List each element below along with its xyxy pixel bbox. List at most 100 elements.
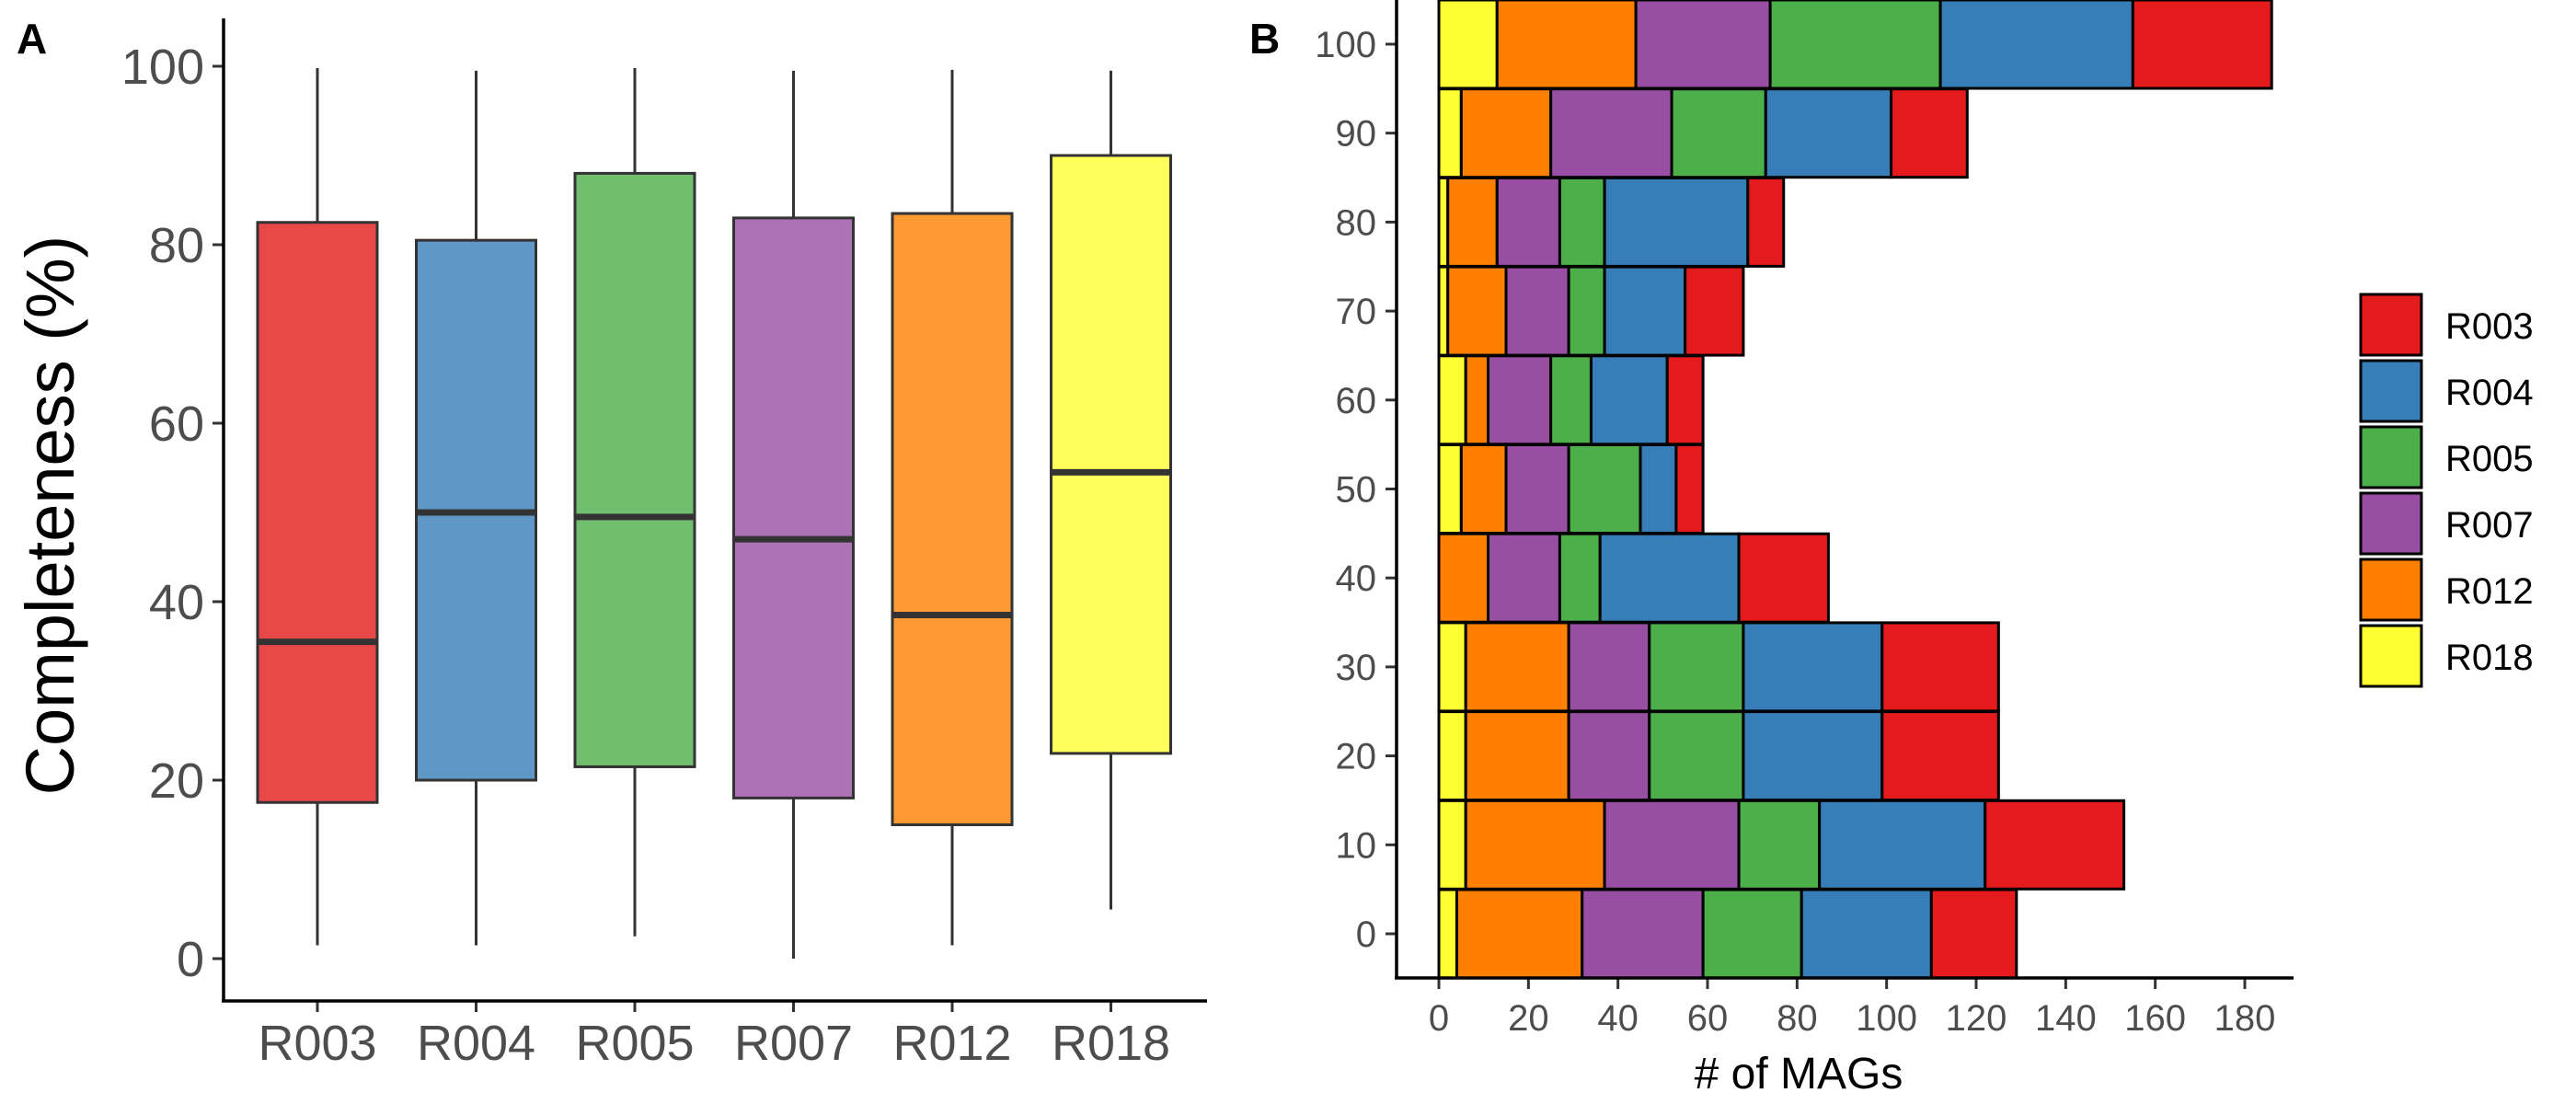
box-r004 — [415, 70, 537, 946]
bar-row — [1437, 265, 1745, 357]
box-r003 — [256, 67, 379, 946]
bar-segment-r004 — [1589, 354, 1669, 446]
box-r018 — [1050, 70, 1172, 910]
bar-segment-r007 — [1567, 710, 1651, 802]
bar-segment-r005 — [1768, 0, 1942, 90]
panel-b-y-tick-label: 10 — [1336, 825, 1377, 866]
bar-segment-r003 — [1880, 710, 2000, 802]
bar-segment-r012 — [1446, 176, 1499, 268]
box-r007 — [732, 70, 855, 959]
panel-b-bars — [1437, 0, 2273, 980]
legend-label-r003: R003 — [2445, 306, 2534, 347]
bar-segment-r012 — [1464, 710, 1570, 802]
legend-swatch-r005 — [2359, 425, 2423, 489]
bar-segment-r005 — [1648, 621, 1745, 713]
panel-a-x-tick-label: R004 — [417, 1016, 535, 1071]
bar-segment-r005 — [1567, 265, 1606, 357]
bar-segment-r018 — [1437, 354, 1467, 446]
bar-segment-r007 — [1634, 0, 1772, 90]
bar-segment-r004 — [1800, 888, 1933, 980]
bar-segment-r012 — [1437, 532, 1490, 624]
legend-swatch-r004 — [2359, 359, 2423, 423]
panel-a-y-tick-label: 80 — [149, 218, 204, 273]
bar-segment-r004 — [1603, 265, 1687, 357]
bar-segment-r007 — [1549, 87, 1673, 179]
panel-b-y-tick-label: 90 — [1336, 114, 1377, 155]
bar-row — [1437, 0, 2273, 90]
bar-segment-r007 — [1487, 354, 1553, 446]
panel-b-y-tick-label: 40 — [1336, 558, 1377, 599]
bar-segment-r004 — [1764, 87, 1893, 179]
bar-segment-r005 — [1567, 443, 1642, 535]
legend-label-r018: R018 — [2445, 638, 2534, 678]
panel-b-y-tick-label: 60 — [1336, 381, 1377, 421]
panel-a-x-tick-label: R012 — [892, 1016, 1011, 1071]
box-iqr — [573, 171, 696, 768]
panel-a-y-tick-label: 40 — [149, 575, 204, 630]
bar-segment-r018 — [1437, 0, 1499, 90]
panel-b-y-ticks: 0 10 20 30 40 50 60 70 80 90 100 — [1315, 25, 1397, 955]
bar-segment-r007 — [1487, 532, 1561, 624]
bar-row — [1437, 176, 1786, 268]
bar-segment-r003 — [1880, 621, 2000, 713]
bar-row — [1437, 710, 2000, 802]
panel-a-x-tick-label: R005 — [575, 1016, 694, 1071]
bar-segment-r005 — [1670, 87, 1767, 179]
bar-segment-r003 — [1929, 888, 2018, 980]
bar-segment-r004 — [1938, 0, 2134, 90]
panel-b-stacked-bar: B 0 10 20 30 40 50 60 70 80 90 100 0 20 40 60 80 100 120… — [1249, 0, 2534, 1098]
panel-a-boxplot: A Completeness (%) 0 20 40 60 80 100 R003 R004… — [12, 15, 1207, 1071]
bar-segment-r012 — [1459, 443, 1508, 535]
panel-b-y-tick-label: 20 — [1336, 737, 1377, 777]
panel-a-x-tick-label: R018 — [1052, 1016, 1170, 1071]
bar-segment-r005 — [1549, 354, 1593, 446]
legend-swatch-r003 — [2359, 293, 2423, 357]
panel-a-x-tick-label: R003 — [258, 1016, 376, 1071]
bar-segment-r012 — [1459, 87, 1553, 179]
panel-b-y-tick-label: 100 — [1315, 25, 1376, 65]
bar-segment-r012 — [1464, 621, 1570, 713]
bar-segment-r003 — [1984, 799, 2126, 891]
panel-a-y-axis-title: Completeness (%) — [12, 236, 88, 796]
bar-segment-r004 — [1742, 621, 1884, 713]
bar-segment-r007 — [1504, 443, 1570, 535]
bar-segment-r012 — [1446, 265, 1508, 357]
panel-b-y-tick-label: 50 — [1336, 470, 1377, 511]
panel-b-x-axis-title: # of MAGs — [1695, 1050, 1903, 1098]
legend-label-r005: R005 — [2445, 439, 2534, 479]
bar-segment-r004 — [1598, 532, 1741, 624]
bar-segment-r012 — [1455, 888, 1584, 980]
panel-b-x-tick-label: 160 — [2124, 998, 2186, 1039]
bar-segment-r018 — [1437, 799, 1467, 891]
panel-a-y-tick-label: 20 — [149, 753, 204, 809]
panel-a-x-ticks: R003 R004 R005 R007 R012 R018 — [258, 1001, 1170, 1071]
legend-label-r012: R012 — [2445, 571, 2534, 612]
bar-row — [1437, 443, 1705, 535]
legend-swatch-r018 — [2359, 624, 2423, 688]
bar-segment-r005 — [1701, 888, 1803, 980]
bar-row — [1437, 888, 2018, 980]
bar-segment-r005 — [1648, 710, 1745, 802]
bar-segment-r003 — [1665, 354, 1705, 446]
panel-a-y-tick-label: 100 — [121, 40, 204, 95]
bar-segment-r004 — [1639, 443, 1678, 535]
panel-b-x-tick-label: 120 — [1946, 998, 2007, 1039]
bar-segment-r004 — [1603, 176, 1750, 268]
bar-segment-r003 — [1737, 532, 1830, 624]
legend-label-r007: R007 — [2445, 505, 2534, 546]
panel-b-x-tick-label: 20 — [1508, 998, 1549, 1039]
box-r005 — [573, 67, 696, 937]
panel-a-y-tick-label: 60 — [149, 397, 204, 452]
bar-row — [1437, 354, 1705, 446]
bar-segment-r018 — [1437, 621, 1467, 713]
bar-segment-r018 — [1437, 443, 1463, 535]
panel-b-y-tick-label: 0 — [1356, 914, 1376, 955]
panel-a-y-ticks: 0 20 40 60 80 100 — [121, 40, 224, 987]
legend-swatch-r012 — [2359, 558, 2423, 622]
bar-segment-r003 — [1684, 265, 1745, 357]
bar-segment-r007 — [1504, 265, 1570, 357]
bar-segment-r003 — [1890, 87, 1969, 179]
panel-b-x-tick-label: 0 — [1429, 998, 1449, 1039]
bar-segment-r004 — [1818, 799, 1987, 891]
